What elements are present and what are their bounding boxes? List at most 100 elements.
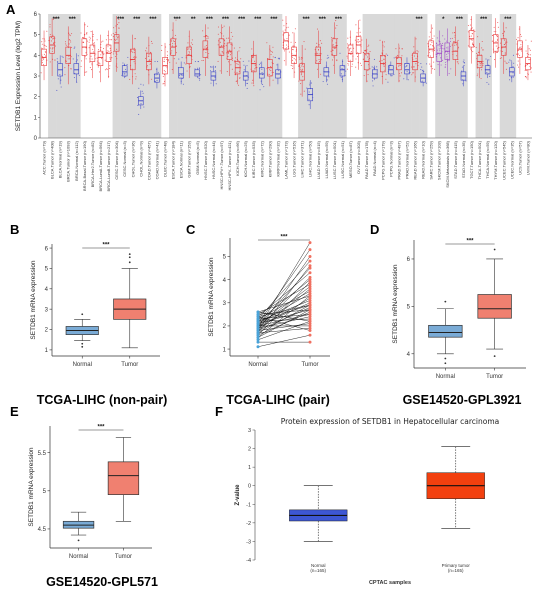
panel-a-point <box>87 25 89 27</box>
panel-a-point <box>57 60 59 62</box>
panel-d-outlier <box>444 300 447 303</box>
panel-a-point <box>233 47 235 49</box>
panel-a-point <box>282 19 284 21</box>
panel-a-point <box>263 86 265 88</box>
panel-a-xtick-label: LUAD.Tumor (n=515) <box>316 140 321 179</box>
panel-c-normal-point <box>256 322 260 326</box>
panel-a-point <box>448 73 450 75</box>
panel-a-point <box>230 51 232 53</box>
panel-c-normal-point <box>256 317 260 321</box>
panel-a-point <box>356 35 358 37</box>
panel-a-point <box>443 48 445 50</box>
panel-d-outlier <box>493 248 496 251</box>
panel-a-point <box>336 59 338 61</box>
panel-a-chart: 0 1 2 3 4 5 6 SETDB1 Expression Level (log2 TPM… <box>15 12 532 191</box>
panel-a-point <box>65 43 67 45</box>
panel-a-point <box>206 38 208 40</box>
panel-a-point <box>383 58 385 60</box>
panel-a-significance: *** <box>335 17 343 23</box>
panel-a-point <box>433 35 435 37</box>
panel-a-point <box>285 44 288 46</box>
panel-c-chart: 1 2 3 4 5 SETDB1 mRNA expression Normal Tumor **… <box>208 235 330 368</box>
panel-a-point <box>190 48 192 50</box>
panel-a-band <box>273 14 283 138</box>
panel-c-normal-point <box>256 312 260 316</box>
panel-a-point <box>146 65 148 67</box>
panel-a-xtick-label: ESCA.Tumor (n=184) <box>171 140 176 179</box>
panel-a-point <box>238 62 240 64</box>
panel-a-point <box>333 47 335 49</box>
panel-a-point <box>86 33 88 35</box>
panel-a-point <box>427 43 429 45</box>
panel-a-point <box>48 40 50 42</box>
panel-a-point <box>499 57 501 59</box>
panel-a-point <box>270 70 272 72</box>
panel-b-outlier <box>128 253 131 256</box>
panel-a-point <box>359 40 361 43</box>
panel-a-point <box>383 46 385 48</box>
panel-a-point <box>399 75 401 77</box>
panel-a-point <box>214 76 216 78</box>
panel-a-point <box>228 37 230 39</box>
panel-a-point <box>477 36 479 38</box>
panel-a-xtick-label: HNSC.Normal (n=44) <box>211 140 216 179</box>
panel-a-point <box>61 55 63 57</box>
panel-a-point <box>155 74 157 76</box>
panel-a-point <box>385 53 387 55</box>
panel-a-point <box>52 18 54 20</box>
panel-a-point <box>335 27 337 29</box>
panel-a-point <box>515 53 518 55</box>
panel-c-tumor-point <box>308 259 312 263</box>
panel-a-point <box>286 47 288 49</box>
panel-c-tumor-point <box>308 315 312 319</box>
panel-c-pair-line <box>257 309 311 338</box>
panel-a-point <box>217 33 219 35</box>
panel-a-significance: *** <box>270 17 278 23</box>
panel-b-outlier <box>81 313 84 316</box>
panel-a-point <box>415 38 417 40</box>
panel-a-point <box>254 65 256 67</box>
panel-a-point <box>62 56 64 58</box>
panel-a-point <box>476 52 478 54</box>
panel-a-point <box>261 68 263 70</box>
panel-c-normal-point <box>256 345 260 349</box>
panel-d-caption: GSE14520-GPL3921 <box>403 393 522 407</box>
panel-a-point <box>109 39 111 41</box>
panel-a-point <box>258 64 260 66</box>
panel-a-point <box>106 68 108 70</box>
panel-a-point <box>490 55 492 57</box>
panel-a-point <box>68 65 70 67</box>
panel-a-point <box>526 53 528 55</box>
panel-a-point <box>368 44 370 46</box>
panel-a-point <box>341 67 343 69</box>
panel-a-point <box>163 60 165 62</box>
panel-a-point <box>74 46 76 48</box>
panel-a-box <box>339 65 346 77</box>
panel-a-point <box>82 37 84 39</box>
panel-a-point <box>219 70 221 72</box>
panel-a-point <box>84 56 86 58</box>
panel-a-point <box>349 59 351 61</box>
panel-a-point <box>504 53 506 55</box>
panel-a-point <box>316 42 318 44</box>
panel-a-point <box>204 46 206 48</box>
panel-c-tumor-point <box>308 317 312 321</box>
panel-a-xtick-label: KIRP.Normal (n=32) <box>275 140 280 176</box>
panel-a-point <box>446 40 448 42</box>
panel-a-point <box>345 70 347 72</box>
panel-a-point <box>175 62 177 64</box>
panel-a-point <box>406 65 408 67</box>
panel-a-point <box>359 34 361 37</box>
panel-a-point <box>271 51 274 53</box>
panel-c-normal-point <box>256 338 260 342</box>
panel-a-point <box>88 36 90 38</box>
panel-a-point <box>290 64 292 67</box>
panel-a-point <box>357 39 359 41</box>
panel-a-point <box>461 70 463 72</box>
panel-a-point <box>300 69 302 71</box>
panel-a-point <box>427 55 429 57</box>
panel-d-xtick-label: Tumor <box>486 374 503 380</box>
panel-a-point <box>133 56 135 58</box>
panel-a-point <box>383 41 385 43</box>
panel-a-point <box>401 55 403 57</box>
